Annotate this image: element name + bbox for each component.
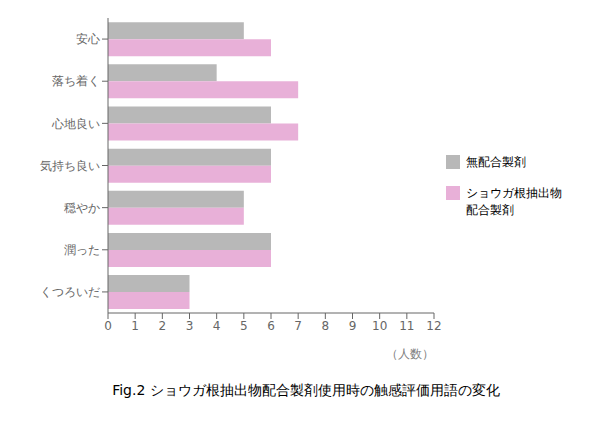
svg-text:気持ち良い: 気持ち良い	[40, 159, 100, 173]
svg-text:潤った: 潤った	[64, 243, 100, 257]
svg-text:6: 6	[267, 319, 275, 333]
svg-text:安心: 安心	[76, 32, 100, 46]
svg-text:9: 9	[349, 319, 357, 333]
html-text:ショウガ根抽出物: ショウガ根抽出物	[466, 185, 562, 200]
svg-text:10: 10	[372, 319, 387, 333]
svg-text:穏やか: 穏やか	[64, 201, 100, 215]
svg-text:0: 0	[104, 319, 112, 333]
html-text:無配合製剤: 無配合製剤	[466, 154, 526, 169]
svg-text:4: 4	[213, 319, 221, 333]
svg-text:（人数）: （人数）	[386, 347, 434, 361]
svg-text:心地良い: 心地良い	[51, 117, 100, 131]
svg-text:8: 8	[322, 319, 330, 333]
svg-text:1: 1	[131, 319, 139, 333]
svg-text:くつろいだ: くつろいだ	[40, 285, 100, 299]
svg-text:7: 7	[294, 319, 302, 333]
svg-text:11: 11	[399, 319, 414, 333]
svg-text:3: 3	[186, 319, 194, 333]
svg-text:落ち着く: 落ち着く	[52, 74, 100, 88]
svg-text:2: 2	[159, 319, 167, 333]
html-text:配合製剤: 配合製剤	[466, 202, 514, 217]
svg-text:12: 12	[426, 319, 441, 333]
svg-text:5: 5	[240, 319, 248, 333]
html-text:Fig.2 ショウガ根抽出物配合製剤使用時の触感評価用語の変: Fig.2 ショウガ根抽出物配合製剤使用時の触感評価用語の変化	[112, 382, 500, 398]
